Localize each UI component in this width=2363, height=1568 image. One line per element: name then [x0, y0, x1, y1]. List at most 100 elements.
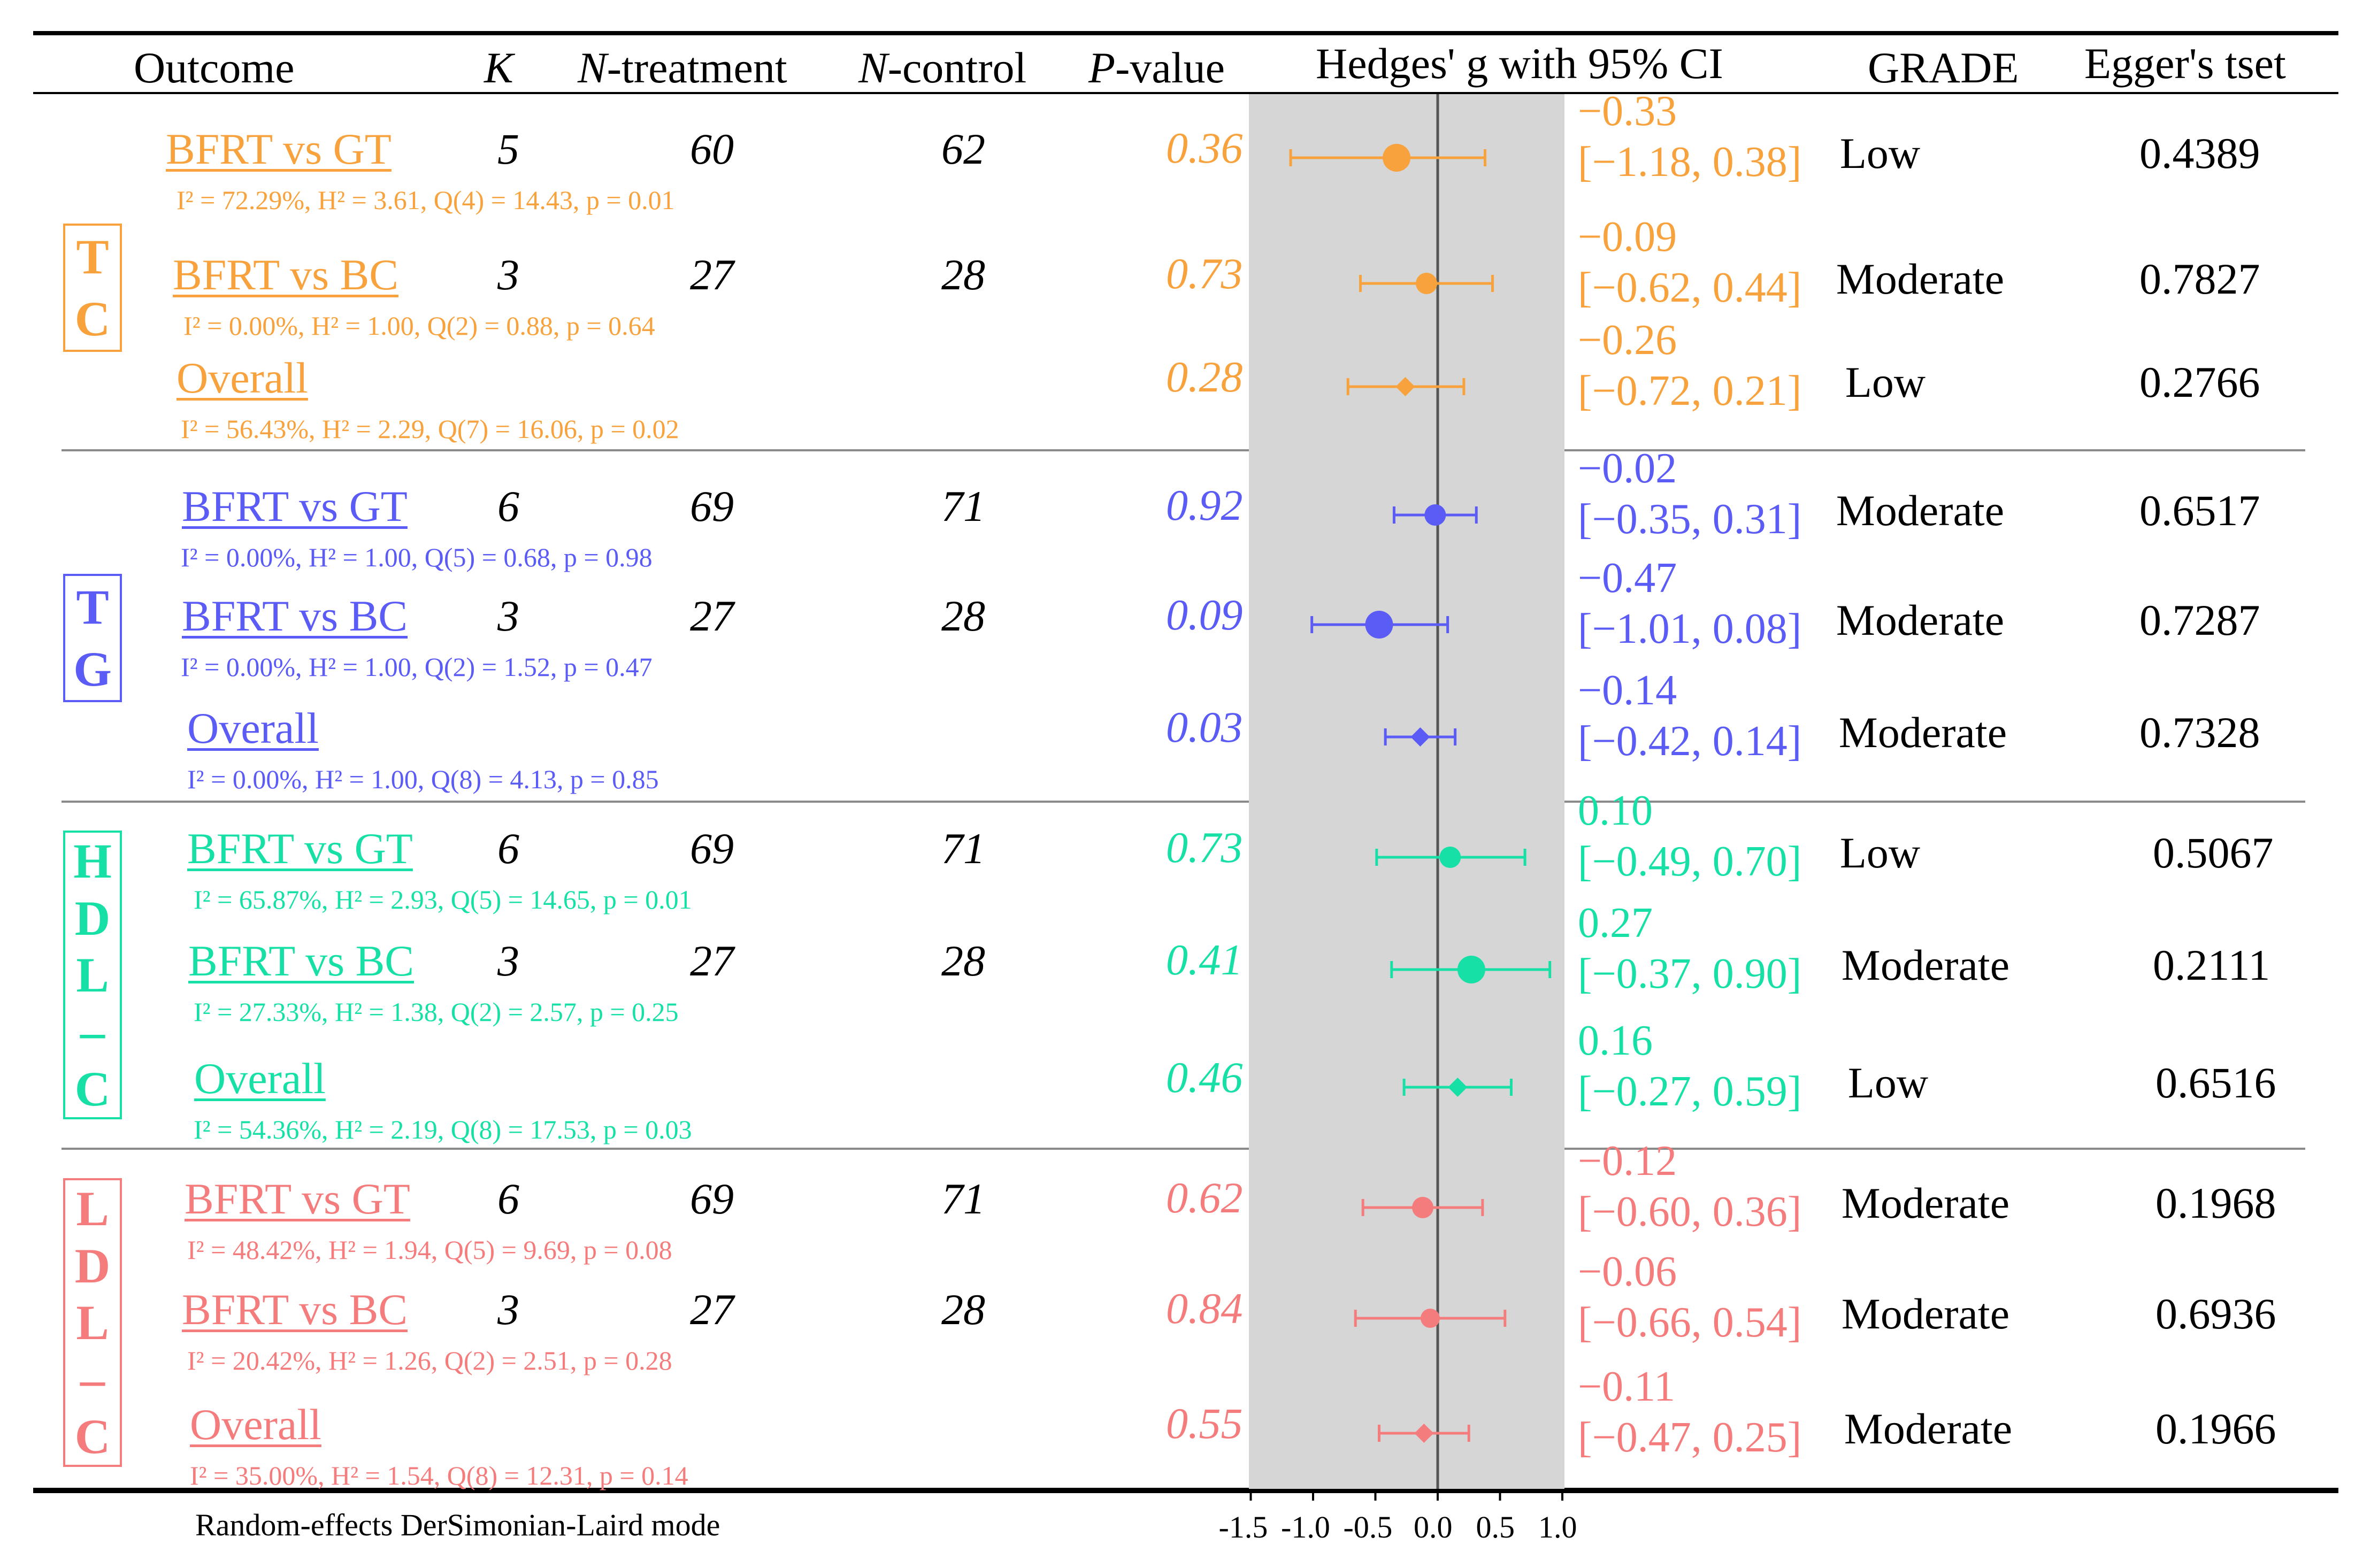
grade-value: Low	[1839, 828, 1921, 877]
group-label-ldlc: L D L – C	[63, 1178, 122, 1467]
n-treatment-value: 27	[690, 250, 734, 299]
p-value: 0.92	[1166, 481, 1243, 529]
comparison-label: Overall	[177, 353, 308, 402]
header-n-control-suffix: -control	[887, 43, 1027, 92]
p-value: 0.46	[1166, 1053, 1243, 1102]
comparison-label: BFRT vs GT	[166, 125, 392, 173]
pooled-effect-diamond	[1410, 727, 1430, 747]
grade-value: Moderate	[1841, 1179, 2010, 1227]
n-control-value: 71	[941, 482, 985, 531]
pooled-effect-diamond	[1448, 1078, 1468, 1097]
confidence-interval: [−0.42, 0.14]	[1578, 718, 1802, 765]
grade-value: Moderate	[1841, 941, 2010, 989]
heterogeneity-stats: I² = 65.87%, H² = 2.93, Q(5) = 14.65, p …	[194, 885, 692, 914]
egger-value: 0.1968	[2155, 1179, 2276, 1227]
header-p-value-prefix: P	[1088, 43, 1116, 92]
header-n-control: N-control	[858, 43, 1026, 93]
confidence-interval: [−0.72, 0.21]	[1578, 367, 1802, 414]
group-letter: G	[73, 642, 112, 696]
group-letter: –	[80, 1352, 105, 1407]
group-letter: –	[80, 1004, 105, 1059]
effect-estimate: 0.27	[1578, 900, 1653, 947]
p-value: 0.36	[1166, 124, 1243, 172]
confidence-interval: [−0.49, 0.70]	[1578, 838, 1802, 885]
n-control-value: 28	[941, 250, 985, 299]
egger-value: 0.5067	[2153, 828, 2274, 877]
x-axis-tick-label: -1.5	[1218, 1510, 1268, 1544]
k-value: 3	[497, 936, 519, 985]
p-value: 0.62	[1166, 1173, 1243, 1222]
p-value: 0.09	[1166, 590, 1243, 639]
x-axis-tick-label: 1.0	[1538, 1510, 1577, 1544]
heterogeneity-stats: I² = 0.00%, H² = 1.00, Q(5) = 0.68, p = …	[181, 542, 653, 572]
confidence-interval: [−0.62, 0.44]	[1578, 264, 1802, 311]
heterogeneity-stats: I² = 48.42%, H² = 1.94, Q(5) = 9.69, p =…	[187, 1235, 672, 1265]
grade-value: Low	[1845, 358, 1926, 406]
effect-point	[1383, 144, 1411, 172]
group-label-hdlc: H D L – C	[63, 831, 122, 1119]
header-p-value-suffix: -value	[1115, 43, 1225, 92]
header-n-treatment-prefix: N	[578, 43, 607, 92]
egger-value: 0.6936	[2155, 1289, 2276, 1338]
n-control-value: 71	[941, 824, 985, 873]
pooled-effect-diamond	[1414, 1424, 1434, 1443]
effect-point	[1457, 956, 1485, 983]
x-axis-tick-label: 0.0	[1414, 1510, 1453, 1544]
n-treatment-value: 69	[690, 482, 734, 531]
egger-value: 0.2111	[2153, 941, 2270, 989]
p-value: 0.28	[1166, 352, 1243, 401]
header-egger: Egger's tset	[2084, 39, 2286, 88]
header-effect: Hedges' g with 95% CI	[1316, 39, 1723, 88]
group-letter: D	[74, 1238, 111, 1293]
confidence-interval: [−0.37, 0.90]	[1578, 950, 1802, 997]
effect-estimate: −0.47	[1578, 555, 1677, 602]
top-rule	[33, 31, 2338, 35]
effect-estimate: −0.09	[1578, 213, 1677, 260]
n-control-value: 28	[941, 936, 985, 985]
grade-value: Moderate	[1836, 486, 2005, 535]
k-value: 3	[497, 1285, 519, 1334]
effect-estimate: −0.14	[1578, 667, 1677, 714]
k-value: 3	[497, 591, 519, 640]
effect-estimate: −0.06	[1578, 1248, 1677, 1295]
bottom-rule	[33, 1488, 2338, 1493]
group-letter: C	[74, 1409, 111, 1464]
k-value: 6	[497, 824, 519, 873]
effect-estimate: 0.10	[1578, 787, 1653, 834]
group-letter: L	[76, 1295, 109, 1350]
group-separator	[62, 1148, 2305, 1150]
p-value: 0.73	[1166, 823, 1243, 872]
group-label-tg: T G	[63, 574, 122, 702]
k-value: 6	[497, 482, 519, 531]
p-value: 0.41	[1166, 935, 1243, 984]
egger-value: 0.7328	[2139, 708, 2260, 757]
group-label-tc: T C	[63, 224, 122, 352]
x-axis-tick-label: -1.0	[1281, 1510, 1330, 1544]
heterogeneity-stats: I² = 0.00%, H² = 1.00, Q(2) = 0.88, p = …	[183, 311, 655, 341]
confidence-interval: [−0.27, 0.59]	[1578, 1068, 1802, 1115]
n-control-value: 62	[941, 125, 985, 173]
header-grade: GRADE	[1868, 43, 2019, 92]
x-axis-tick-label: -0.5	[1343, 1510, 1393, 1544]
header-rule	[33, 92, 2338, 94]
comparison-label: BFRT vs BC	[182, 591, 408, 640]
k-value: 5	[497, 125, 519, 173]
effect-point	[1365, 611, 1393, 639]
p-value: 0.55	[1166, 1399, 1243, 1448]
heterogeneity-stats: I² = 0.00%, H² = 1.00, Q(2) = 1.52, p = …	[181, 652, 653, 682]
comparison-label: BFRT vs GT	[187, 824, 413, 873]
effect-point	[1421, 1309, 1440, 1328]
effect-point	[1416, 273, 1438, 294]
group-letter: D	[74, 890, 111, 946]
k-value: 3	[497, 250, 519, 299]
effect-estimate: −0.12	[1578, 1137, 1677, 1185]
header-n-treatment-suffix: -treatment	[607, 43, 787, 92]
comparison-label: Overall	[187, 704, 319, 752]
effect-point	[1439, 847, 1461, 868]
confidence-interval: [−0.60, 0.36]	[1578, 1188, 1802, 1235]
pooled-effect-diamond	[1395, 377, 1415, 396]
forest-plot-background	[1249, 94, 1564, 1489]
comparison-label: Overall	[190, 1400, 321, 1449]
grade-value: Moderate	[1836, 596, 2005, 644]
group-separator	[62, 449, 2305, 451]
